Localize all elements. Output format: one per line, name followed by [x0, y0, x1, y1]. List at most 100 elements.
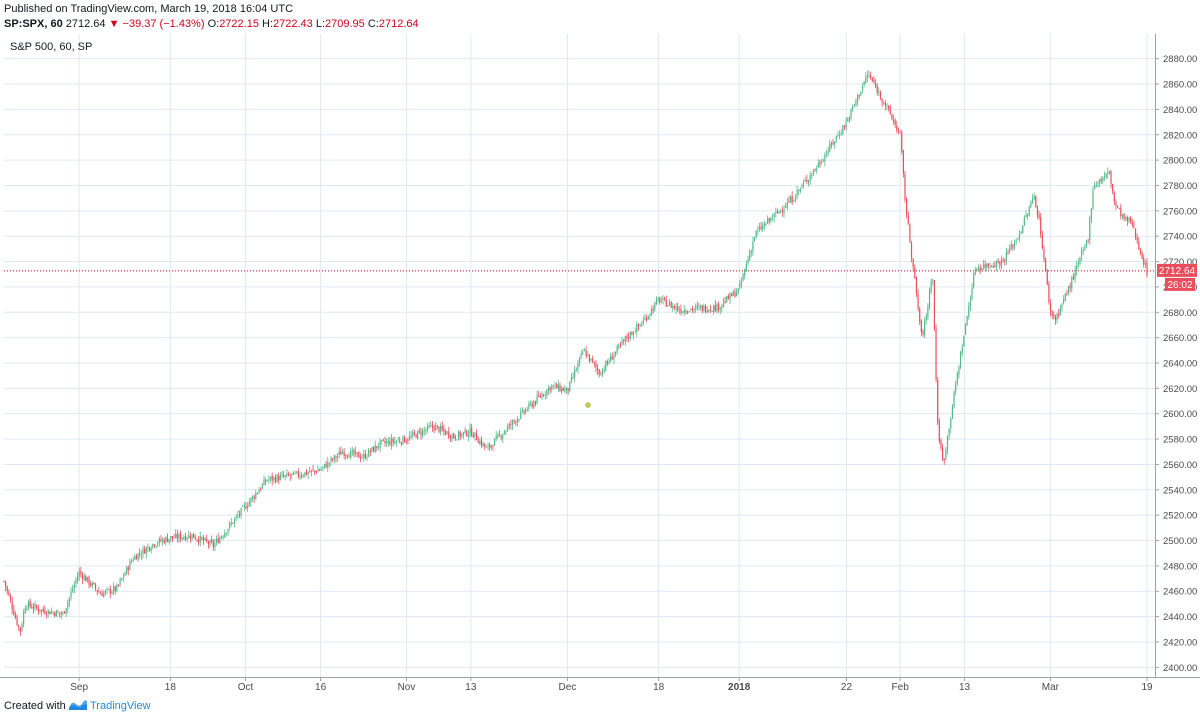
candle-body — [472, 435, 474, 438]
candle-body — [768, 218, 770, 221]
symbol-label[interactable]: SP:SPX, 60 — [4, 18, 63, 30]
candle-body — [106, 588, 108, 590]
time-tick-label: 22 — [841, 682, 853, 692]
candle-body — [806, 179, 808, 182]
candle-body — [860, 91, 862, 96]
candle-body — [485, 446, 487, 448]
candle-body — [1040, 217, 1042, 235]
candle-body — [830, 143, 833, 145]
candle-body — [1028, 206, 1030, 215]
candle-body — [260, 489, 262, 490]
candle-body — [526, 409, 528, 411]
candle-body — [422, 430, 424, 437]
candle-body — [580, 353, 582, 357]
candle-body — [955, 384, 957, 392]
candle-body — [1064, 293, 1066, 301]
candle-body — [709, 309, 712, 311]
candle-body — [520, 411, 522, 419]
candle-body — [13, 609, 15, 615]
candle-body — [824, 154, 826, 162]
candle-body — [703, 305, 705, 311]
candle-body — [139, 553, 141, 554]
candle-body — [60, 613, 62, 615]
candle-body — [343, 451, 345, 457]
candle-body — [86, 577, 88, 582]
dividend-marker-icon[interactable] — [585, 402, 591, 408]
candle-body — [314, 470, 316, 472]
candle-body — [866, 75, 868, 78]
candle-body — [31, 606, 33, 609]
candle-body — [570, 377, 573, 382]
candle-body — [498, 434, 501, 436]
candle-body — [1071, 277, 1073, 289]
candle-body — [122, 577, 124, 578]
candle-body — [96, 590, 98, 592]
candle-body — [919, 308, 921, 322]
candle-body — [454, 436, 456, 440]
candle-body — [1112, 183, 1114, 192]
candle-body — [516, 418, 519, 423]
candle-body — [382, 439, 384, 441]
time-tick-label: Nov — [398, 682, 416, 692]
candle-body — [1092, 189, 1094, 210]
candle-body — [763, 223, 765, 227]
chart-area[interactable]: 2400.00 2420.00 2440.00 2460.00 2480.00 2500.… — [0, 34, 1200, 693]
candle-body — [435, 425, 437, 431]
candle-body — [762, 225, 764, 230]
candle-body — [384, 440, 386, 444]
candle-body — [78, 571, 80, 577]
candle-body — [135, 556, 138, 560]
candle-body — [539, 396, 541, 398]
candle-body — [283, 475, 285, 477]
candle-body — [67, 602, 69, 609]
candle-body — [838, 134, 841, 136]
candle-body — [490, 445, 492, 448]
candle-body — [724, 301, 726, 303]
candle-body — [281, 474, 283, 476]
candle-body — [145, 547, 147, 554]
candle-body — [742, 274, 744, 281]
candle-body — [251, 496, 254, 500]
candle-body — [330, 458, 332, 462]
candle-body — [601, 369, 604, 375]
candle-body — [747, 259, 749, 264]
candle-body — [356, 452, 358, 454]
candle-body — [549, 387, 551, 391]
candle-body — [536, 395, 538, 404]
candle-body — [1084, 246, 1086, 249]
tradingview-logo-icon[interactable] — [68, 698, 88, 712]
candle-body — [884, 103, 886, 106]
candle-body — [618, 344, 620, 348]
candle-body — [928, 290, 931, 308]
time-axis: Sep 18 Oct 16 Nov 13 Dec 18 2018 22 Feb 13 Mar 19 — [0, 677, 1200, 693]
candle-body — [1143, 258, 1145, 265]
candle-body — [1041, 234, 1043, 249]
candle-body — [699, 306, 702, 308]
candle-body — [163, 539, 165, 543]
candle-body — [683, 309, 685, 313]
candle-body — [328, 462, 331, 464]
candle-body — [1131, 222, 1133, 226]
candle-body — [471, 428, 473, 436]
candle-body — [976, 268, 978, 271]
candle-body — [538, 395, 540, 397]
candle-body — [770, 217, 772, 222]
candle-body — [170, 536, 172, 540]
candle-body — [220, 536, 223, 539]
candle-body — [780, 210, 782, 211]
candle-body — [181, 537, 183, 539]
candle-body — [861, 86, 864, 91]
candle-body — [37, 608, 39, 612]
candle-body — [892, 119, 895, 122]
candle-body — [544, 394, 546, 396]
candle-body — [1144, 263, 1146, 265]
candle-body — [261, 484, 263, 489]
candle-body — [843, 125, 846, 128]
tradingview-brand-link[interactable]: TradingView — [90, 700, 151, 712]
price-chart[interactable]: 2400.00 2420.00 2440.00 2460.00 2480.00 2500.… — [0, 34, 1200, 693]
candle-body — [70, 591, 72, 598]
candle-body — [242, 506, 244, 507]
candle-body — [215, 539, 218, 543]
candle-body — [26, 607, 28, 609]
candle-body — [1049, 303, 1052, 312]
